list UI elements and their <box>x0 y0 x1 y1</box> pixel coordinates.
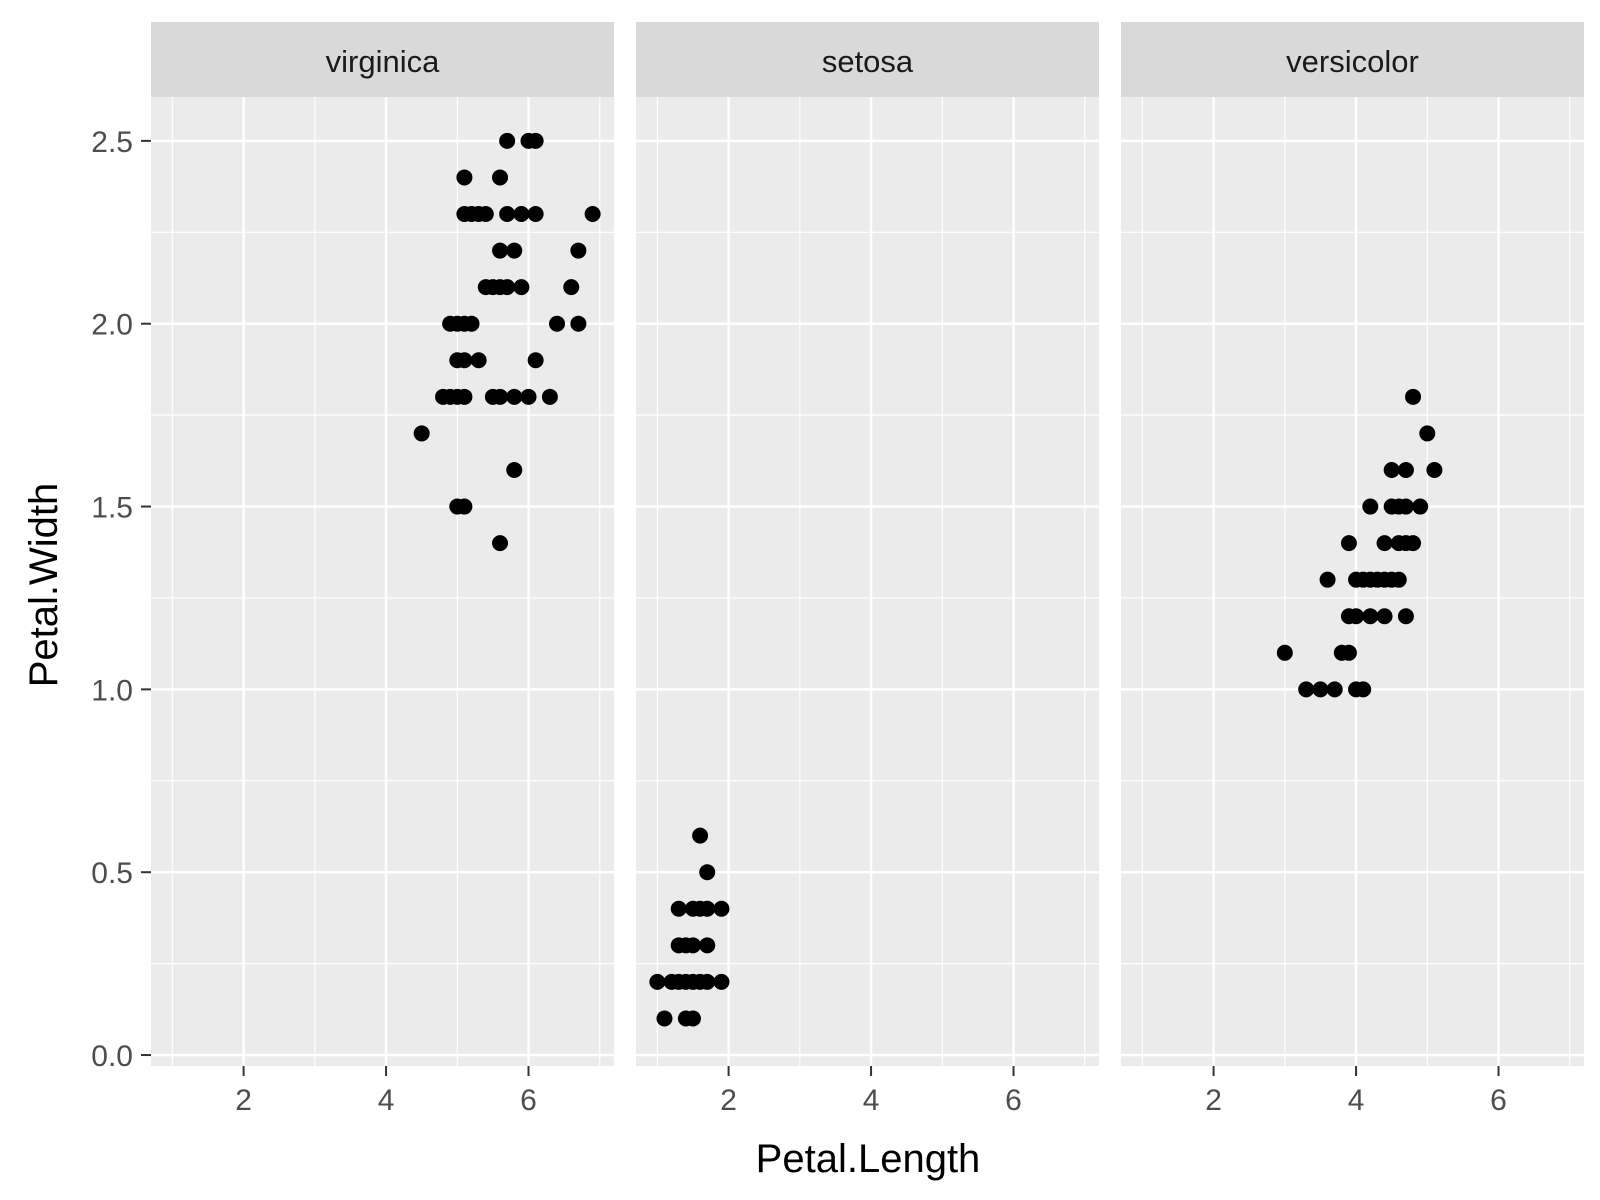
y-tick-label: 2.5 <box>91 126 133 159</box>
data-point <box>527 206 544 223</box>
panel-background <box>636 97 1099 1066</box>
panel-background <box>151 97 614 1066</box>
data-point <box>1362 498 1379 515</box>
data-point <box>1376 608 1393 625</box>
facet-strip-label: virginica <box>326 44 440 79</box>
data-point <box>1348 608 1365 625</box>
data-point <box>513 206 530 223</box>
facet-strip-label: setosa <box>822 44 914 79</box>
facet-panel-virginica: virginica 2 4 6 <box>151 22 614 1117</box>
data-point <box>684 937 701 954</box>
facet-strip-label: versicolor <box>1286 44 1419 79</box>
data-point <box>1340 644 1357 661</box>
x-tick-label: 2 <box>1205 1084 1222 1117</box>
data-point <box>477 206 494 223</box>
data-point <box>1319 571 1336 588</box>
y-tick-label: 0.5 <box>91 857 133 890</box>
data-point <box>520 388 537 405</box>
data-point <box>549 315 566 332</box>
data-point <box>1390 571 1407 588</box>
data-point <box>541 388 558 405</box>
data-point <box>1276 644 1293 661</box>
x-tick-label: 6 <box>520 1084 537 1117</box>
data-point <box>513 279 530 296</box>
data-point <box>649 973 666 990</box>
data-point <box>499 132 516 149</box>
data-point <box>492 388 509 405</box>
y-tick-label: 2.0 <box>91 309 133 342</box>
y-axis: 0.0 0.5 1.0 1.5 2.0 2.5 <box>91 126 151 1073</box>
data-point <box>492 242 509 259</box>
y-tick-label: 1.0 <box>91 674 133 707</box>
facet-strip <box>151 22 614 97</box>
data-point <box>1397 461 1414 478</box>
data-point <box>1376 535 1393 552</box>
data-point <box>492 535 509 552</box>
y-axis-title: Petal.Width <box>22 483 66 688</box>
data-point <box>713 973 730 990</box>
data-point <box>699 937 716 954</box>
data-point <box>463 315 480 332</box>
x-tick-label: 6 <box>1490 1084 1507 1117</box>
data-point <box>1426 461 1443 478</box>
data-point <box>1312 681 1329 698</box>
y-tick-label: 1.5 <box>91 492 133 525</box>
data-point <box>1405 388 1422 405</box>
data-point <box>456 388 473 405</box>
data-point <box>1397 608 1414 625</box>
data-point <box>1405 535 1422 552</box>
data-point <box>1298 681 1315 698</box>
data-point <box>527 132 544 149</box>
data-point <box>499 206 516 223</box>
x-tick-label: 2 <box>235 1084 252 1117</box>
facet-panel-setosa: setosa 2 4 6 <box>636 22 1099 1117</box>
data-point <box>670 900 687 917</box>
x-tick-label: 4 <box>1348 1084 1365 1117</box>
x-tick-label: 6 <box>1005 1084 1022 1117</box>
data-point <box>499 279 516 296</box>
data-point <box>1383 461 1400 478</box>
data-point <box>699 900 716 917</box>
data-point <box>570 242 587 259</box>
facet-panels: virginica 2 4 6 setosa 2 4 6 versicolor 2 4 6 <box>151 22 1584 1117</box>
data-point <box>713 900 730 917</box>
y-tick-label: 0.0 <box>91 1040 133 1073</box>
data-point <box>570 315 587 332</box>
x-axis-title: Petal.Length <box>756 1137 981 1181</box>
data-point <box>456 352 473 369</box>
data-point <box>506 461 523 478</box>
data-point <box>1419 425 1436 442</box>
data-point <box>1355 681 1372 698</box>
data-point <box>699 864 716 881</box>
x-tick-label: 4 <box>863 1084 880 1117</box>
data-point <box>456 498 473 515</box>
data-point <box>492 169 509 186</box>
data-point <box>684 1010 701 1027</box>
data-point <box>1412 498 1429 515</box>
data-point <box>470 352 487 369</box>
data-point <box>506 388 523 405</box>
data-point <box>584 206 601 223</box>
data-point <box>1362 608 1379 625</box>
data-point <box>506 242 523 259</box>
data-point <box>1397 498 1414 515</box>
facet-panel-versicolor: versicolor 2 4 6 <box>1121 22 1584 1117</box>
data-point <box>563 279 580 296</box>
data-point <box>456 169 473 186</box>
data-point <box>527 352 544 369</box>
data-point <box>699 973 716 990</box>
data-point <box>692 827 709 844</box>
data-point <box>656 1010 673 1027</box>
data-point <box>413 425 430 442</box>
x-tick-label: 2 <box>720 1084 737 1117</box>
facet-strip <box>1121 22 1584 97</box>
x-tick-label: 4 <box>378 1084 395 1117</box>
facet-strip <box>636 22 1099 97</box>
data-point <box>1340 535 1357 552</box>
data-point <box>1326 681 1343 698</box>
